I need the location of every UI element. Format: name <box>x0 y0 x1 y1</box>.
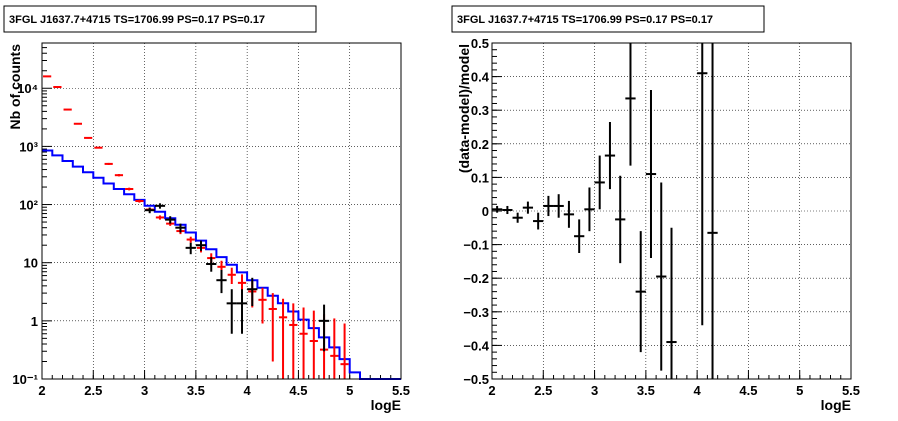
x-tick-label: 2 <box>38 383 45 398</box>
x-tick-label: 5 <box>796 383 803 398</box>
title-box <box>3 5 317 33</box>
y-tick-label: 10³ <box>19 139 38 154</box>
y-tick-label: −0.2 <box>463 271 489 286</box>
title-box <box>451 5 765 33</box>
y-tick-label: 1 <box>31 314 38 329</box>
y-tick-label: 10² <box>19 198 38 213</box>
x-tick-label: 4 <box>694 383 702 398</box>
y-tick-label: 0.5 <box>471 36 489 51</box>
chart-title: 3FGL J1637.7+4715 TS=1706.99 PS=0.17 PS=… <box>9 14 265 26</box>
x-axis-title: logE <box>821 397 851 413</box>
x-tick-label: 3 <box>591 383 598 398</box>
residuals-panel: 3FGL J1637.7+4715 TS=1706.99 PS=0.17 PS=… <box>451 5 860 413</box>
y-tick-label: −0.3 <box>463 305 489 320</box>
y-axis-title: Nb of counts <box>7 44 23 130</box>
y-tick-label: 0.3 <box>471 103 489 118</box>
chart-title: 3FGL J1637.7+4715 TS=1706.99 PS=0.17 PS=… <box>457 14 713 26</box>
x-tick-label: 5.5 <box>392 383 410 398</box>
y-tick-label: 10⁻¹ <box>12 372 38 387</box>
x-tick-label: 4.5 <box>739 383 757 398</box>
y-axis-title: (data-model)/model <box>456 44 472 173</box>
plot-frame <box>491 42 852 380</box>
y-tick-label: −0.1 <box>463 238 489 253</box>
x-tick-label: 4.5 <box>289 383 307 398</box>
y-tick-label: 0.1 <box>471 170 489 185</box>
y-tick-label: 10⁴ <box>17 81 38 96</box>
x-tick-label: 2.5 <box>534 383 552 398</box>
y-tick-label: 0.2 <box>471 137 489 152</box>
x-tick-label: 3 <box>141 383 148 398</box>
plot-frame <box>41 42 402 380</box>
x-tick-label: 2 <box>488 383 495 398</box>
x-tick-label: 2.5 <box>84 383 102 398</box>
x-tick-label: 3.5 <box>187 383 205 398</box>
x-tick-label: 4 <box>244 383 252 398</box>
y-tick-label: 0 <box>482 204 489 219</box>
y-tick-label: 0.4 <box>471 70 490 85</box>
x-tick-label: 5.5 <box>842 383 860 398</box>
counts-panel: 3FGL J1637.7+4715 TS=1706.99 PS=0.17 PS=… <box>3 5 410 413</box>
x-axis-title: logE <box>371 397 401 413</box>
y-tick-label: 10 <box>24 256 38 271</box>
y-tick-label: −0.5 <box>463 372 489 387</box>
x-tick-label: 5 <box>346 383 353 398</box>
x-tick-label: 3.5 <box>637 383 655 398</box>
model-step-line <box>42 149 401 380</box>
y-tick-label: −0.4 <box>463 338 489 353</box>
